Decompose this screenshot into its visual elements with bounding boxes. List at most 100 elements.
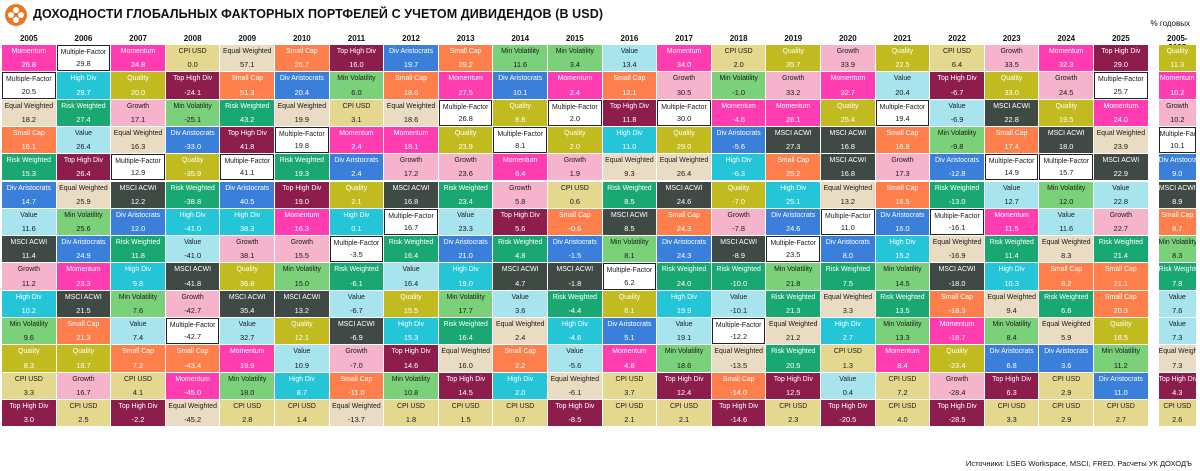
factor-return-value: 8.0 — [842, 251, 853, 261]
factor-return-value: 19.3 — [294, 169, 310, 179]
factor-return-value: -16.1 — [948, 223, 966, 233]
factor-return-value: 19.5 — [1059, 114, 1074, 124]
factor-name: Risk Weighted — [661, 266, 707, 274]
factor-return-value: 3.0 — [23, 415, 34, 425]
factor-cell: Quality 33.0 — [984, 72, 1039, 99]
factor-name: Risk Weighted — [388, 239, 434, 247]
factor-name: CPI USD — [833, 348, 862, 356]
factor-cell: Small Cap 21.3 — [56, 318, 111, 345]
factor-return-value: 15.7 — [1059, 168, 1074, 178]
factor-cell: Growth -42.7 — [165, 290, 220, 317]
factor-cell: Small Cap -18.3 — [930, 290, 984, 317]
factor-return-value: 20.4 — [294, 87, 310, 97]
factor-name: Quality — [236, 266, 258, 274]
factor-cell: Top High Div -28.5 — [930, 399, 984, 427]
factor-cell: Top High Div 41.8 — [220, 126, 275, 154]
factor-cell: Momentum 16.3 — [275, 208, 329, 236]
factor-name: Small Cap — [1104, 293, 1137, 301]
factor-return-value: 15.0 — [294, 278, 310, 288]
source-note: Источники: LSEG Workspace, MSCI, FRED. Р… — [965, 459, 1192, 468]
factor-cell: Small Cap 12.1 — [602, 72, 657, 99]
factor-return-value: 9.6 — [23, 333, 34, 343]
factor-return-value: 4.1 — [132, 387, 144, 397]
factor-return-value: 11.3 — [1170, 60, 1185, 70]
factor-name: Div Aristocrats — [989, 348, 1034, 356]
factor-cell: High Div 15.3 — [384, 318, 438, 345]
factor-cell: Div Aristocrats 19.7 — [384, 45, 438, 72]
factor-return-value: 7.3 — [1172, 333, 1183, 343]
factor-cell: Momentum 27.5 — [438, 72, 493, 99]
factor-name: Top High Div — [118, 402, 158, 410]
factor-name: Multiple-Factor — [988, 158, 1035, 166]
factor-return-value: 8.5 — [624, 224, 635, 234]
factor-return-value: 11.4 — [1004, 251, 1019, 261]
factor-cell: Top High Div -20.5 — [821, 399, 875, 427]
factor-name: Div Aristocrats — [935, 157, 980, 165]
factor-cell: CPI USD 3.3 — [2, 372, 56, 399]
factor-cell: CPI USD 2.0 — [711, 45, 766, 72]
factor-return-value: 20.5 — [21, 86, 37, 96]
factor-name: High Div — [725, 157, 752, 165]
factor-cell: Min Volatility 25.6 — [56, 208, 111, 236]
factor-cell: Value 26.4 — [56, 126, 111, 154]
factor-return-value: 14.7 — [21, 196, 37, 206]
factor-name: Small Cap — [340, 375, 373, 383]
factor-name: CPI USD — [69, 402, 98, 410]
factor-name: MSCI ACWI — [392, 184, 430, 192]
factor-cell: Quality 20.0 — [111, 72, 165, 99]
factor-name: Multiple-Factor — [606, 267, 653, 275]
factor-return-value: 18.7 — [76, 360, 91, 370]
factor-name: CPI USD — [560, 184, 589, 192]
factor-cell: Multiple-Factor 19.8 — [275, 126, 329, 154]
factor-cell: Div Aristocrats 3.6 — [1039, 345, 1094, 372]
factor-cell: Multiple-Factor 20.5 — [2, 72, 56, 99]
factor-name: Growth — [236, 239, 259, 247]
factor-cell: Momentum 2.4 — [329, 126, 384, 154]
factor-cell: Min Volatility 15.0 — [275, 263, 329, 290]
factor-return-value: 16.4 — [458, 333, 473, 343]
factor-name: MSCI ACWI — [829, 157, 867, 165]
factor-return-value: 14.5 — [895, 278, 910, 288]
factor-name: Multiple-Factor — [661, 103, 707, 111]
factor-return-value: 8.1 — [624, 251, 635, 261]
factor-cell: Risk Weighted 15.3 — [2, 154, 56, 181]
factor-return-value: 38.1 — [240, 251, 255, 261]
factor-name: MSCI ACWI — [119, 184, 157, 192]
factor-name: Small Cap — [886, 184, 919, 192]
factor-name: Quality — [181, 157, 204, 165]
factor-return-value: 3.3 — [23, 387, 34, 397]
factor-name: Div Aristocrats — [443, 239, 488, 247]
factor-cell: Value -6.9 — [930, 99, 984, 126]
factor-name: Multiple-Factor — [333, 240, 380, 248]
factor-name: Multiple-Factor — [115, 158, 161, 166]
factor-name: Equal Weighted — [332, 402, 381, 410]
factor-return-value: 33.9 — [840, 60, 856, 70]
factor-cell: Momentum 34.0 — [657, 45, 711, 72]
factor-cell: Small Cap 25.2 — [766, 154, 821, 181]
factor-name: Top High Div — [937, 402, 977, 410]
factor-cell: Growth 33.2 — [766, 72, 821, 99]
factor-name: Momentum — [448, 75, 483, 83]
factor-name: Equal Weighted — [768, 321, 818, 328]
factor-cell: Div Aristocrats 24.9 — [56, 236, 111, 263]
factor-name: Equal Weighted — [222, 48, 272, 55]
factor-return-value: -6.3 — [732, 169, 746, 179]
factor-name: Quality — [18, 348, 40, 356]
factor-name: Top High Div — [500, 211, 540, 219]
factor-cell: Momentum -18.7 — [930, 318, 984, 345]
factor-name: High Div — [398, 321, 425, 328]
factor-name: CPI USD — [178, 48, 207, 55]
factor-return-value: 19.9 — [676, 305, 692, 315]
factor-return-value: 1.4 — [296, 415, 307, 425]
factor-name: Min Volatility — [391, 375, 431, 383]
factor-cell: Div Aristocrats 20.4 — [275, 72, 329, 99]
factor-name: Multiple-Factor — [879, 103, 926, 111]
factor-name: Momentum — [11, 48, 47, 55]
factor-name: Div Aristocrats — [116, 211, 161, 219]
factor-name: Momentum — [284, 211, 320, 219]
factor-name: Top High Div — [446, 375, 486, 383]
factor-cell: Min Volatility -25.1 — [165, 99, 220, 126]
factor-name: CPI USD — [779, 402, 808, 410]
factor-cell: CPI USD 4.1 — [111, 372, 165, 399]
factor-cell: Momentum 23.3 — [56, 263, 111, 290]
